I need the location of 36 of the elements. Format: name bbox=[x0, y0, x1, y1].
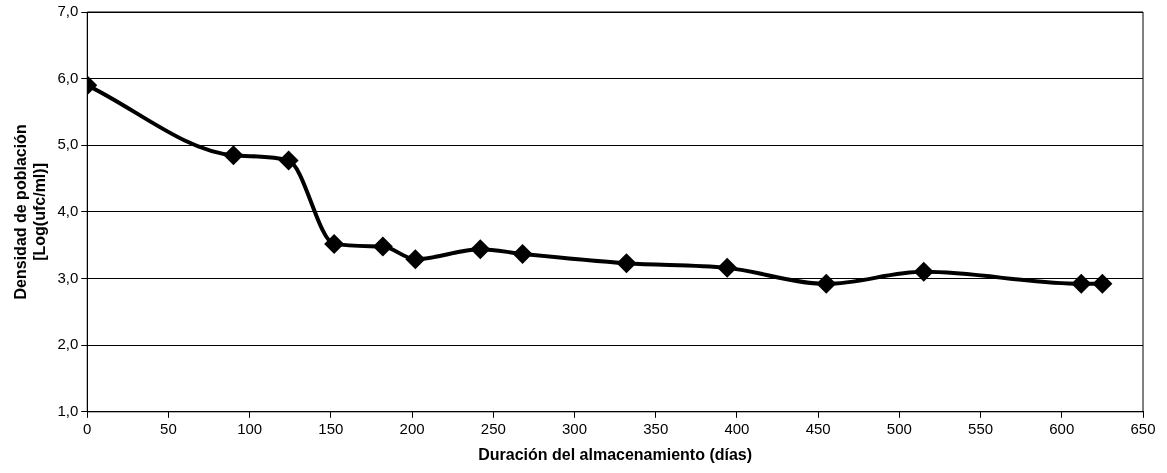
x-tick-label: 350 bbox=[643, 419, 669, 437]
point bbox=[470, 239, 491, 260]
y-tick-label: 7,0 bbox=[57, 2, 79, 20]
y-tick-label: 3,0 bbox=[57, 268, 79, 286]
point bbox=[324, 233, 345, 254]
point bbox=[512, 243, 533, 264]
x-tick-label: 0 bbox=[83, 419, 92, 437]
point bbox=[223, 145, 244, 166]
x-tick-label: 500 bbox=[886, 419, 912, 437]
y-tick-label: 4,0 bbox=[57, 202, 79, 220]
x-tick-label: 50 bbox=[160, 419, 177, 437]
x-tick-label: 100 bbox=[237, 419, 263, 437]
x-tick-label: 150 bbox=[318, 419, 344, 437]
x-tick-label: 600 bbox=[1049, 419, 1075, 437]
x-tick-label: 650 bbox=[1130, 419, 1156, 437]
x-tick-label: 250 bbox=[480, 419, 506, 437]
x-tick-label: 200 bbox=[399, 419, 425, 437]
x-tick-label: 400 bbox=[724, 419, 750, 437]
point bbox=[372, 236, 393, 257]
x-tick-label: 550 bbox=[968, 419, 994, 437]
y-tick-label: 6,0 bbox=[57, 68, 79, 86]
x-axis-title: Duración del almacenamiento (días) bbox=[478, 445, 753, 463]
point bbox=[717, 257, 738, 278]
point bbox=[1092, 273, 1113, 294]
point bbox=[1071, 273, 1092, 294]
y-tick-label: 5,0 bbox=[57, 135, 79, 153]
point bbox=[405, 249, 426, 270]
point bbox=[913, 261, 934, 282]
point bbox=[278, 150, 299, 171]
y-tick-label: 1,0 bbox=[57, 401, 79, 419]
x-tick-label: 450 bbox=[805, 419, 831, 437]
x-tick-label: 300 bbox=[562, 419, 588, 437]
point bbox=[616, 253, 637, 274]
y-axis-title: Densidad de población [Log(ufc/ml)] bbox=[12, 124, 49, 300]
y-tick-label: 2,0 bbox=[57, 335, 79, 353]
point bbox=[816, 273, 837, 294]
